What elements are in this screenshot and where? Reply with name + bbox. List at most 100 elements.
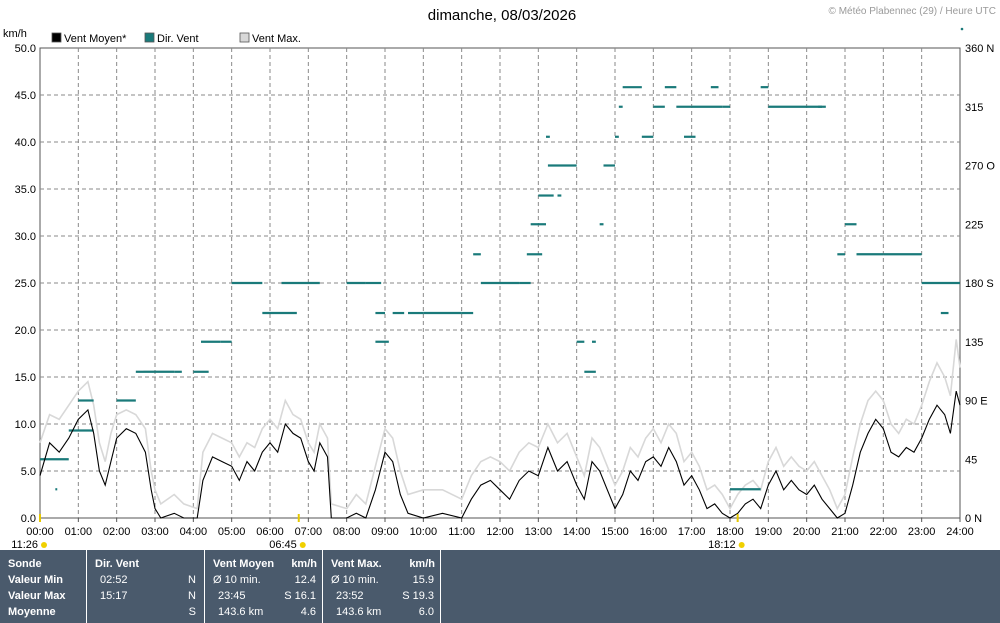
x-tick-label: 22:00: [870, 526, 898, 538]
sun-time-label: 06:45: [269, 539, 297, 550]
y-tick-label: 45.0: [15, 90, 36, 102]
series-dir-vent: [40, 86, 960, 491]
x-tick-label: 02:00: [103, 526, 131, 538]
sonde-row-min: Valeur Min: [8, 574, 64, 586]
legend-label: Dir. Vent: [157, 33, 199, 45]
x-tick-label: 24:00: [946, 526, 974, 538]
panel-sonde: Sonde Valeur Min Valeur Max Moyenne: [0, 550, 87, 623]
legend: Vent Moyen* Dir. Vent Vent Max.: [51, 32, 301, 45]
direction-tick-label: 315: [965, 102, 983, 114]
sun-icon: [299, 542, 306, 548]
sun-markers: 11:26 06:45 18:12: [11, 514, 745, 550]
direction-tick-label: 180 S: [965, 278, 994, 290]
sonde-row-avg: Moyenne: [8, 606, 56, 618]
moyen-avg-label: 143.6 km: [218, 606, 264, 618]
y-tick-label: 30.0: [15, 231, 36, 243]
x-tick-label: 19:00: [755, 526, 783, 538]
dir-min-time: 02:52: [100, 574, 128, 586]
sun-time-label: 18:12: [708, 539, 736, 550]
sonde-row-max: Valeur Max: [8, 590, 66, 602]
series-vent-moyen: [39, 390, 961, 519]
dir-max-time: 15:17: [100, 590, 128, 602]
x-tick-label: 07:00: [295, 526, 323, 538]
x-tick-label: 15:00: [601, 526, 629, 538]
x-tick-label: 18:00: [716, 526, 744, 538]
x-tick-label: 23:00: [908, 526, 936, 538]
direction-tick-label: 45: [965, 454, 977, 466]
direction-tick-label: 270 O: [965, 161, 995, 173]
y-tick-label: 20.0: [15, 325, 36, 337]
legend-swatch: [51, 32, 62, 43]
max-max-value: S 19.3: [402, 590, 434, 602]
y-axis-ticks: 0.0 5.0 10.0 15.0 20.0 25.0 30.0 35.0 40.0 45.0 50…: [15, 43, 36, 525]
max-title: Vent Max.: [331, 558, 382, 570]
direction-axis-ticks: 0 N 45 90 E 135 180 S 225 270 O 315 360 N: [965, 43, 995, 525]
dir-avg-value: S: [188, 606, 196, 618]
x-tick-label: 14:00: [563, 526, 591, 538]
moyen-avg-value: 4.6: [300, 606, 316, 618]
max-min-value: 15.9: [412, 574, 434, 586]
vent-moyen-line: [39, 390, 961, 519]
moyen-unit: km/h: [291, 558, 317, 570]
x-tick-label: 13:00: [525, 526, 553, 538]
dir-min-value: N: [188, 574, 196, 586]
legend-swatch: [239, 32, 250, 43]
x-tick-label: 20:00: [793, 526, 821, 538]
max-avg-value: 6.0: [418, 606, 434, 618]
panel-dir: Dir. Vent 02:52 N 15:17 N S: [87, 550, 205, 623]
sun-time-label: 11:26: [11, 539, 38, 550]
sun-icon: [41, 542, 47, 548]
moyen-min-value: 12.4: [294, 574, 316, 586]
x-tick-label: 11:00: [448, 526, 475, 538]
max-avg-label: 143.6 km: [336, 606, 382, 618]
x-tick-label: 09:00: [371, 526, 399, 538]
y-tick-label: 35.0: [15, 184, 36, 196]
dir-max-value: N: [188, 590, 196, 602]
legend-label: Vent Max.: [252, 33, 301, 45]
direction-tick-label: 360 N: [965, 43, 994, 55]
direction-tick-label: 225: [965, 219, 983, 231]
moyen-min-label: Ø 10 min.: [213, 574, 261, 586]
x-tick-label: 03:00: [141, 526, 169, 538]
y-tick-label: 50.0: [15, 43, 36, 55]
moyen-title: Vent Moyen: [213, 558, 275, 570]
panel-vent-moyen: Vent Moyen km/h Ø 10 min. 12.4 23:45 S 1…: [205, 550, 323, 623]
moyen-max-label: 23:45: [218, 590, 246, 602]
max-min-label: Ø 10 min.: [331, 574, 379, 586]
y-tick-label: 15.0: [15, 372, 36, 384]
y-tick-label: 5.0: [21, 466, 36, 478]
credit-text: © Météo Plabennec (29) / Heure UTC: [829, 6, 996, 17]
y-tick-label: 0.0: [21, 513, 36, 525]
series-vent-max: [39, 339, 961, 511]
moyen-max-value: S 16.1: [284, 590, 316, 602]
panel-vent-max: Vent Max. km/h Ø 10 min. 15.9 23:52 S 19…: [323, 550, 441, 623]
x-tick-label: 16:00: [640, 526, 668, 538]
sonde-title: Sonde: [8, 558, 42, 570]
sun-icon: [738, 542, 745, 548]
x-tick-label: 10:00: [410, 526, 438, 538]
x-tick-label: 05:00: [218, 526, 246, 538]
x-tick-label: 06:00: [256, 526, 284, 538]
y-unit-label: km/h: [3, 28, 27, 40]
chart-title: dimanche, 08/03/2026: [428, 7, 576, 24]
x-tick-label: 08:00: [333, 526, 361, 538]
max-unit: km/h: [409, 558, 435, 570]
direction-tick-label: 90 E: [965, 396, 988, 408]
y-tick-label: 40.0: [15, 137, 36, 149]
y-tick-label: 10.0: [15, 419, 36, 431]
direction-tick-label: 135: [965, 337, 983, 349]
vent-max-line: [39, 339, 961, 511]
x-axis-ticks: 00:00 01:00 02:00 03:00 04:00 05:00 06:00 07:00…: [26, 518, 974, 538]
y-tick-label: 25.0: [15, 278, 36, 290]
corner-dot-icon: [960, 27, 964, 31]
dir-title: Dir. Vent: [95, 558, 140, 570]
x-tick-label: 01:00: [65, 526, 93, 538]
stats-panel: Sonde Valeur Min Valeur Max Moyenne Dir.…: [0, 550, 1000, 623]
legend-swatch: [144, 32, 155, 43]
direction-tick-label: 0 N: [965, 513, 982, 525]
x-tick-label: 21:00: [831, 526, 859, 538]
x-tick-label: 04:00: [180, 526, 208, 538]
legend-label: Vent Moyen*: [64, 33, 127, 45]
x-tick-label: 00:00: [26, 526, 54, 538]
x-tick-label: 17:00: [678, 526, 706, 538]
